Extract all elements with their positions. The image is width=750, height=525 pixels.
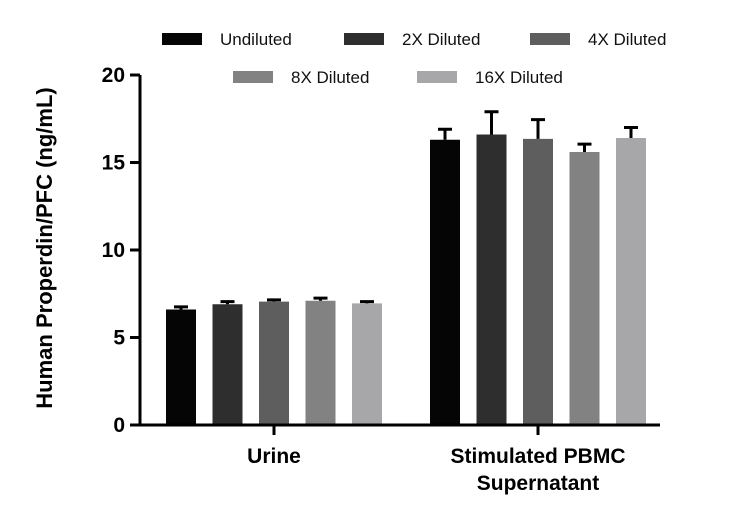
- x-tick-label: Stimulated PBMC: [450, 445, 625, 468]
- y-tick-label: 10: [102, 239, 125, 262]
- y-axis-label: Human Properdin/PFC (ng/mL): [32, 87, 57, 408]
- legend-label: 4X Diluted: [588, 30, 666, 49]
- y-tick-label: 15: [102, 152, 126, 175]
- legend-swatch: [233, 71, 273, 83]
- bar: [569, 152, 600, 425]
- legend-label: 8X Diluted: [291, 68, 369, 87]
- legend-label: Undiluted: [220, 30, 292, 49]
- x-tick-label: Urine: [247, 445, 301, 468]
- y-tick-label: 5: [113, 327, 125, 350]
- legend-swatch: [530, 33, 570, 45]
- bar: [523, 138, 553, 425]
- x-tick-label: Supernatant: [477, 472, 600, 495]
- bar: [305, 300, 336, 425]
- legend-swatch: [344, 33, 384, 45]
- legend-label: 16X Diluted: [475, 68, 563, 87]
- bar: [352, 303, 382, 425]
- bar: [476, 134, 507, 425]
- bar: [616, 138, 646, 425]
- legend-swatch: [417, 71, 457, 83]
- bar: [430, 139, 460, 425]
- y-tick-label: 20: [102, 64, 125, 87]
- bar: [212, 304, 243, 425]
- legend-label: 2X Diluted: [402, 30, 480, 49]
- y-tick-label: 0: [113, 414, 125, 437]
- bar: [166, 309, 196, 425]
- bar: [259, 301, 289, 425]
- legend-swatch: [162, 33, 202, 45]
